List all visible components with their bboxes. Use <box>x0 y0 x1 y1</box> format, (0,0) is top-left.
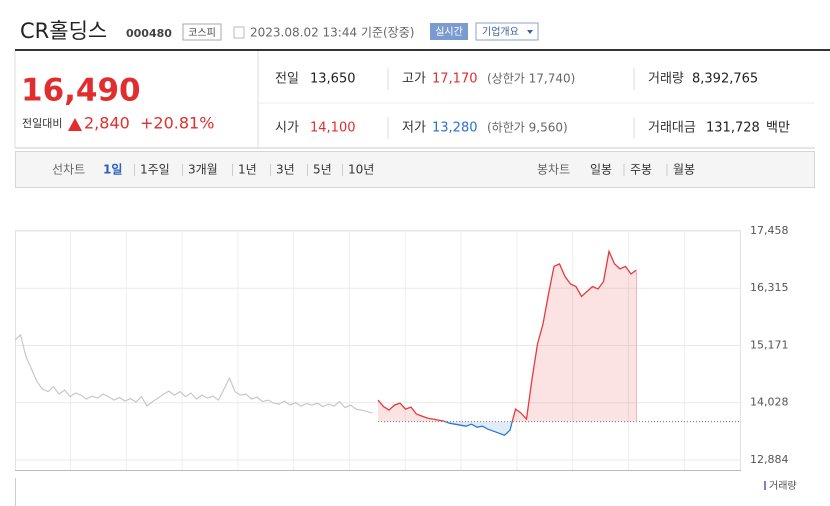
volume-legend-mark <box>764 481 766 490</box>
stat-label: 거래량 <box>648 72 684 87</box>
realtime[interactable]: 실시간 <box>435 26 463 38</box>
stock-name: CR홀딩스 <box>20 19 107 43</box>
header-rule <box>15 49 830 51</box>
stat-value: 131,728 <box>706 121 760 136</box>
period-tab[interactable]: 3년 <box>276 163 295 177</box>
down-area <box>378 421 637 436</box>
market-badge <box>182 23 222 41</box>
price-line-up <box>377 249 637 422</box>
stat-label: 시가 <box>275 121 299 136</box>
volume-label: 거래량 <box>769 480 797 492</box>
datetime: 2023.08.02 13:44 기준(장중) <box>250 26 414 40</box>
price-line <box>14 333 373 414</box>
period-tab[interactable]: 3개월 <box>188 163 218 177</box>
stat-label: 고가 <box>402 72 426 87</box>
up-area <box>378 251 637 422</box>
tab-group-label: 봉차트 <box>537 163 570 177</box>
period-tab[interactable]: 1일 <box>103 163 122 177</box>
stat-value: 8,392,765 <box>692 72 758 87</box>
stat-note: (하한가 9,560) <box>487 121 568 135</box>
candle-tab[interactable]: 월봉 <box>673 163 695 177</box>
change-pct: +20.81% <box>140 114 214 133</box>
realtime-badge[interactable] <box>430 23 468 40</box>
stock-code: 000480 <box>126 27 172 40</box>
price-line-down <box>443 421 513 436</box>
change: 2,840 <box>84 114 130 133</box>
stat-value: 17,170 <box>432 72 478 87</box>
candle-tab[interactable]: 주봉 <box>630 163 652 177</box>
stat-value: 14,100 <box>310 121 356 136</box>
stat-label: 전일 <box>275 72 299 87</box>
y-tick-label: 12,884 <box>750 453 789 466</box>
tab-group-label: 선차트 <box>52 163 85 177</box>
market: 코스피 <box>188 27 216 39</box>
time-icon <box>233 26 245 39</box>
dropdown-arrow <box>527 30 533 34</box>
tab-group: 선차트 1일 1주일 3개월 1년 3년 5년 10년 봉차트 일봉 주봉 월봉 <box>52 163 695 177</box>
period-tab[interactable]: 1년 <box>238 163 257 177</box>
stat-label: 거래대금 <box>648 121 696 136</box>
stat-unit: 백만 <box>766 121 790 136</box>
period-tab[interactable]: 5년 <box>313 163 332 177</box>
stat-value: 13,280 <box>432 121 478 136</box>
y-tick-label: 15,171 <box>750 339 789 352</box>
change-label: 전일대비 <box>22 116 62 130</box>
stat-label: 저가 <box>402 121 426 136</box>
price: 16,490 <box>21 73 141 109</box>
vertical-grid <box>70 231 685 470</box>
stat-note: (상한가 17,740) <box>487 72 575 86</box>
company-info-button[interactable] <box>475 22 539 41</box>
stat-value: 13,650 <box>310 72 356 87</box>
company-info[interactable]: 기업개요 <box>482 25 519 38</box>
y-tick-label: 17,458 <box>750 224 789 237</box>
y-tick-label: 16,315 <box>750 281 789 294</box>
candle-tab[interactable]: 일봉 <box>590 163 612 177</box>
y-tick-label: 14,028 <box>750 396 789 409</box>
tab-bar <box>15 151 815 188</box>
period-tab[interactable]: 10년 <box>348 163 374 177</box>
period-tab[interactable]: 1주일 <box>140 163 170 177</box>
up-arrow <box>68 118 82 131</box>
plot: 12,884 14,028 15,171 16,315 17,458 <box>14 224 789 466</box>
